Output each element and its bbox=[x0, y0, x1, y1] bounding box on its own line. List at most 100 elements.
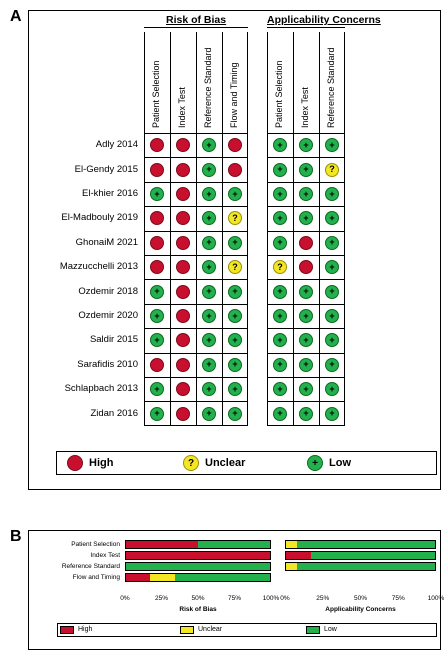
b-category-label: Flow and Timing bbox=[72, 574, 120, 581]
rob-judgement-high bbox=[150, 357, 164, 372]
rob-judgement-unclear: ? bbox=[228, 260, 242, 275]
b-legend-unclear-label: Unclear bbox=[198, 626, 223, 633]
study-name: El-Gendy 2015 bbox=[74, 163, 138, 175]
app-column-header: Patient Selection bbox=[274, 60, 284, 128]
rob-judgement-low: + bbox=[150, 406, 164, 421]
app-judgement-high bbox=[299, 235, 313, 250]
rob-judgement-high bbox=[150, 235, 164, 250]
app-header-rule bbox=[267, 27, 345, 28]
app-judgement-low: + bbox=[299, 284, 313, 299]
rob-judgement-low: + bbox=[228, 357, 242, 372]
app-column-header: Reference Standard bbox=[326, 47, 336, 128]
b-x-tick: 75% bbox=[227, 595, 242, 602]
bar-outline bbox=[285, 562, 436, 571]
rob-judgement-high bbox=[176, 211, 190, 226]
panel-b-letter: B bbox=[10, 528, 22, 545]
rob-judgement-low: + bbox=[228, 235, 242, 250]
study-name: El-khier 2016 bbox=[82, 188, 138, 199]
b-x-axis-title: Risk of Bias bbox=[179, 606, 217, 613]
grid-row-divider bbox=[267, 157, 345, 159]
grid-row-divider bbox=[144, 352, 248, 354]
rob-judgement-low: + bbox=[228, 382, 242, 397]
grid-row-divider bbox=[267, 401, 345, 403]
app-judgement-low: + bbox=[299, 333, 313, 348]
app-judgement-low: + bbox=[273, 284, 287, 299]
grid-row-divider bbox=[144, 303, 248, 305]
legend-low-label: Low bbox=[329, 457, 351, 469]
grid-row-divider bbox=[267, 255, 345, 256]
app-judgement-low: + bbox=[273, 211, 287, 226]
b-category-label: Reference Standard bbox=[61, 563, 120, 570]
app-judgement-low: + bbox=[273, 406, 287, 421]
rob-header-rule bbox=[144, 27, 248, 28]
rob-judgement-high bbox=[150, 211, 164, 226]
header-divider bbox=[319, 32, 320, 133]
app-judgement-low: + bbox=[299, 187, 313, 201]
rob-judgement-low: + bbox=[202, 406, 216, 421]
study-name: Sarafidis 2010 bbox=[77, 358, 138, 370]
grid-row-divider bbox=[144, 157, 248, 159]
study-name: Mazzucchelli 2013 bbox=[59, 261, 138, 273]
applicability-header: Applicability Concerns bbox=[267, 14, 381, 26]
b-legend-high-swatch bbox=[60, 626, 74, 634]
rob-judgement-high bbox=[176, 309, 190, 323]
b-x-tick: 0% bbox=[280, 595, 290, 602]
header-divider bbox=[144, 32, 145, 133]
legend-high-label: High bbox=[89, 457, 114, 469]
study-name: Ozdemir 2020 bbox=[78, 310, 138, 321]
grid-row-divider bbox=[144, 206, 248, 208]
legend-unclear-dot: ? bbox=[183, 455, 199, 471]
app-judgement-low: + bbox=[325, 284, 339, 299]
b-legend-low-swatch bbox=[306, 626, 320, 634]
rob-judgement-low: + bbox=[202, 333, 216, 348]
grid-row-divider bbox=[144, 328, 248, 330]
app-judgement-low: + bbox=[273, 235, 287, 250]
rob-judgement-low: + bbox=[228, 333, 242, 348]
legend-high-dot bbox=[67, 455, 83, 471]
b-category-label: Patient Selection bbox=[71, 541, 120, 548]
rob-judgement-high bbox=[176, 357, 190, 372]
b-legend-high-label: High bbox=[78, 626, 93, 633]
rob-judgement-low: + bbox=[150, 333, 164, 348]
rob-judgement-low: + bbox=[202, 382, 216, 397]
rob-judgement-high bbox=[150, 138, 164, 153]
header-divider bbox=[170, 32, 171, 133]
bar-outline bbox=[285, 540, 436, 549]
panel-b-frame bbox=[28, 530, 441, 650]
panel-a-frame bbox=[28, 10, 441, 490]
app-judgement-unclear: ? bbox=[325, 162, 339, 177]
rob-judgement-low: + bbox=[202, 260, 216, 275]
rob-judgement-low: + bbox=[202, 187, 216, 201]
bar-outline bbox=[125, 573, 271, 582]
rob-column-header: Patient Selection bbox=[151, 60, 161, 128]
rob-judgement-high bbox=[176, 382, 190, 397]
grid-row-divider bbox=[267, 303, 345, 305]
b-x-tick: 75% bbox=[391, 595, 405, 602]
app-judgement-low: + bbox=[273, 333, 287, 348]
bar-outline bbox=[125, 551, 271, 560]
rob-judgement-high bbox=[176, 333, 190, 348]
rob-judgement-unclear: ? bbox=[228, 211, 242, 226]
bar-outline bbox=[125, 540, 271, 549]
study-name: Adly 2014 bbox=[95, 139, 138, 151]
grid-row-divider bbox=[144, 230, 248, 232]
header-divider bbox=[293, 32, 294, 133]
panel-a-letter: A bbox=[10, 8, 22, 25]
grid-row-divider bbox=[144, 279, 248, 281]
rob-judgement-low: + bbox=[202, 235, 216, 250]
study-name: Schlapbach 2013 bbox=[64, 383, 138, 395]
app-judgement-low: + bbox=[325, 333, 339, 348]
bar-outline bbox=[125, 562, 271, 571]
grid-row-divider bbox=[267, 181, 345, 183]
app-judgement-low: + bbox=[299, 309, 313, 323]
rob-judgement-high bbox=[176, 138, 190, 153]
app-judgement-low: + bbox=[325, 382, 339, 397]
legend-low-dot: + bbox=[307, 455, 323, 471]
grid-row-divider bbox=[267, 377, 345, 378]
rob-judgement-high bbox=[176, 235, 190, 250]
grid-row-divider bbox=[267, 230, 345, 232]
rob-judgement-low: + bbox=[228, 406, 242, 421]
app-judgement-low: + bbox=[273, 187, 287, 201]
rob-judgement-high bbox=[176, 162, 190, 177]
study-name: Ozdemir 2018 bbox=[78, 285, 138, 297]
